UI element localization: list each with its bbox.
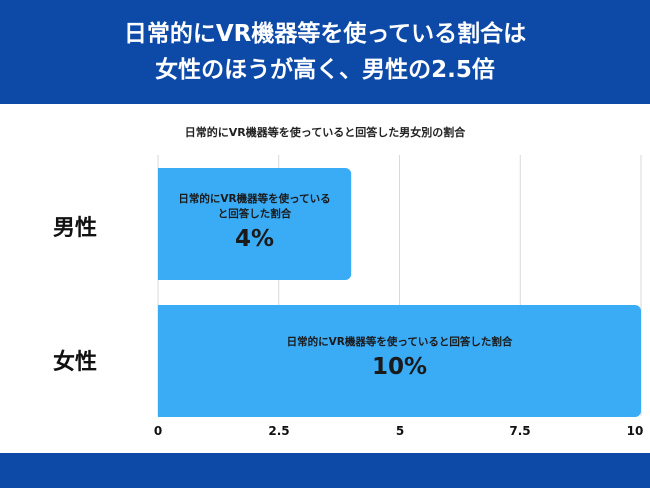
bar-value-male: 4% <box>234 226 275 252</box>
bar-text-male: 日常的にVR機器等を使っている と回答した割合 4% <box>158 192 351 254</box>
bar-label-male-line2: と回答した割合 <box>217 208 292 220</box>
x-tick-7-5: 7.5 <box>509 424 531 438</box>
bar-female <box>158 305 641 417</box>
footer-banner <box>0 453 650 488</box>
x-tick-0: 0 <box>153 424 163 438</box>
bar-label-male-line1: 日常的にVR機器等を使っている <box>178 193 331 205</box>
title-line-1: 日常的にVR機器等を使っている割合は <box>123 21 527 47</box>
chart-title: 日常的にVR機器等を使っていると回答した男女別の割合 <box>184 126 466 139</box>
bar-label-female: 日常的にVR機器等を使っていると回答した割合 <box>286 336 513 348</box>
bar-male <box>158 168 352 280</box>
header-banner: 日常的にVR機器等を使っている割合は 女性のほうが高く、男性の2.5倍 <box>0 0 650 104</box>
category-label-male: 男性 <box>52 216 97 241</box>
bar-value-female: 10% <box>371 354 428 380</box>
x-tick-2-5: 2.5 <box>268 424 290 438</box>
bar-female-base <box>158 305 166 417</box>
bar-male-base <box>158 168 166 280</box>
bar-text-female: 日常的にVR機器等を使っていると回答した割合 10% <box>158 335 641 382</box>
x-tick-5: 5 <box>395 424 405 438</box>
category-label-female: 女性 <box>52 350 97 375</box>
title-line-2: 女性のほうが高く、男性の2.5倍 <box>155 57 495 83</box>
x-tick-10: 10 <box>626 424 644 438</box>
